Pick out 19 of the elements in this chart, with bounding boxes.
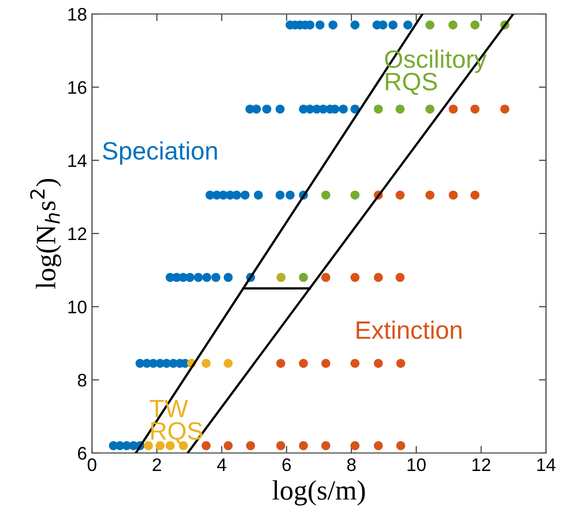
series-label: Speciation xyxy=(102,141,217,165)
x-tick-label: 0 xyxy=(88,458,96,472)
x-tick-label: 6 xyxy=(282,458,291,472)
x-tick-label: 2 xyxy=(152,458,161,471)
y-tick-label: 10 xyxy=(68,300,86,314)
x-tick-label: 12 xyxy=(472,458,490,471)
y-axis-title: log(N$_{h}$s$^{2}$) xyxy=(30,178,62,289)
y-tick-label: 16 xyxy=(68,81,86,94)
y-tick-label: 14 xyxy=(68,154,87,167)
y-tick-label: 8 xyxy=(78,374,86,387)
y-tick-label: 12 xyxy=(68,227,86,240)
y-tick-label: 18 xyxy=(68,8,86,21)
x-tick-label: 14 xyxy=(537,458,556,471)
x-tick-label: 4 xyxy=(217,458,226,471)
series-label: Extinction xyxy=(356,320,462,339)
x-axis-title: log(s/m) xyxy=(272,480,365,506)
y-tick-label: 6 xyxy=(78,446,86,460)
x-tick-label: 8 xyxy=(347,458,356,472)
x-tick-label: 10 xyxy=(408,458,426,472)
